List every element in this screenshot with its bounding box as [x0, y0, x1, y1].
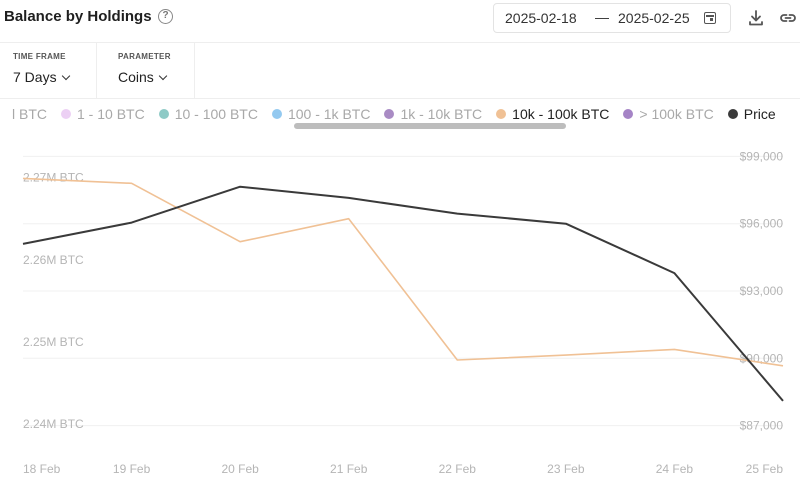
series-line-holdings: [22, 177, 784, 367]
left-axis-tick-label: 2.24M BTC: [23, 417, 84, 431]
x-axis-tick-label: 25 Feb: [746, 462, 784, 476]
header: Balance by Holdings ? 2025-02-18 — 2025-…: [0, 0, 800, 40]
controls-bar: TIME FRAME 7 Days PARAMETER Coins: [0, 42, 800, 99]
legend-label: Price: [743, 106, 776, 122]
parameter-select[interactable]: Coins: [118, 69, 168, 85]
left-axis-tick-label: 2.26M BTC: [23, 253, 84, 267]
legend-label: 10 - 100 BTC: [174, 106, 258, 122]
legend-dot-icon: [271, 109, 282, 119]
legend: l BTC 1 - 10 BTC 10 - 100 BTC 100 - 1k BTC 1…: [0, 98, 800, 134]
x-axis-tick-label: 20 Feb: [221, 462, 259, 476]
legend-item[interactable]: 10 - 100 BTC: [158, 106, 258, 122]
legend-track: l BTC 1 - 10 BTC 10 - 100 BTC 100 - 1k BTC 1…: [12, 106, 790, 122]
x-axis-tick-label: 19 Feb: [113, 462, 151, 476]
legend-label: 1 - 10 BTC: [77, 106, 145, 122]
x-axis-tick-label: 18 Feb: [23, 462, 61, 476]
date-from[interactable]: 2025-02-18: [505, 10, 577, 26]
page-title: Balance by Holdings: [4, 8, 152, 25]
right-axis-tick-label: $99,000: [740, 149, 784, 163]
time-frame-value: 7 Days: [13, 69, 57, 85]
right-axis-tick-label: $96,000: [740, 217, 784, 231]
legend-dot-icon: [496, 109, 507, 119]
time-frame-select[interactable]: 7 Days: [13, 69, 70, 85]
x-axis-tick-label: 23 Feb: [547, 462, 585, 476]
legend-label: l BTC: [12, 106, 47, 122]
legend-dot-icon: [727, 109, 738, 119]
time-frame-control[interactable]: TIME FRAME 7 Days: [0, 43, 97, 99]
x-axis-tick-label: 22 Feb: [439, 462, 477, 476]
chevron-down-icon: [158, 71, 168, 81]
legend-item[interactable]: 100 - 1k BTC: [271, 106, 371, 122]
legend-dot-icon: [158, 109, 169, 119]
date-to[interactable]: 2025-02-25: [618, 10, 690, 26]
calendar-icon[interactable]: [704, 12, 716, 24]
legend-dot-icon: [61, 109, 71, 119]
legend-label: > 100k BTC: [639, 106, 714, 122]
series-line-price: [22, 185, 784, 402]
download-icon[interactable]: [747, 9, 765, 27]
legend-item[interactable]: Price: [727, 106, 776, 122]
legend-item[interactable]: 1k - 10k BTC: [384, 106, 482, 122]
date-separator: —: [595, 9, 609, 25]
right-axis-tick-label: $87,000: [740, 419, 784, 433]
legend-label: 1k - 10k BTC: [400, 106, 483, 122]
legend-label: 10k - 100k BTC: [512, 106, 610, 122]
left-axis-tick-label: 2.27M BTC: [23, 171, 84, 185]
legend-label: 100 - 1k BTC: [287, 106, 371, 122]
x-axis-tick-label: 21 Feb: [330, 462, 368, 476]
legend-dot-icon: [623, 109, 634, 119]
time-frame-label: TIME FRAME: [13, 52, 66, 61]
right-axis-tick-label: $93,000: [740, 284, 784, 298]
date-range-picker[interactable]: 2025-02-18 — 2025-02-25: [493, 3, 731, 33]
legend-scrollbar[interactable]: [294, 123, 566, 129]
parameter-control[interactable]: PARAMETER Coins: [97, 43, 195, 99]
legend-dot-icon: [384, 109, 395, 119]
line-chart: 2.24M BTC 2.25M BTC 2.26M BTC 2.27M BTC $87,…: [22, 149, 784, 476]
legend-item[interactable]: 10k - 100k BTC: [496, 106, 609, 122]
legend-item[interactable]: 1 - 10 BTC: [61, 106, 145, 122]
legend-item[interactable]: > 100k BTC: [623, 106, 714, 122]
info-icon[interactable]: ?: [158, 9, 173, 24]
link-icon[interactable]: [779, 9, 797, 27]
parameter-value: Coins: [118, 69, 154, 85]
chevron-down-icon: [61, 71, 70, 81]
parameter-label: PARAMETER: [118, 52, 171, 61]
legend-item[interactable]: l BTC: [12, 106, 47, 122]
left-axis-tick-label: 2.25M BTC: [23, 335, 84, 349]
chart-area: 2.24M BTC 2.25M BTC 2.26M BTC 2.27M BTC $87,…: [0, 134, 800, 488]
x-axis-tick-label: 24 Feb: [656, 462, 694, 476]
